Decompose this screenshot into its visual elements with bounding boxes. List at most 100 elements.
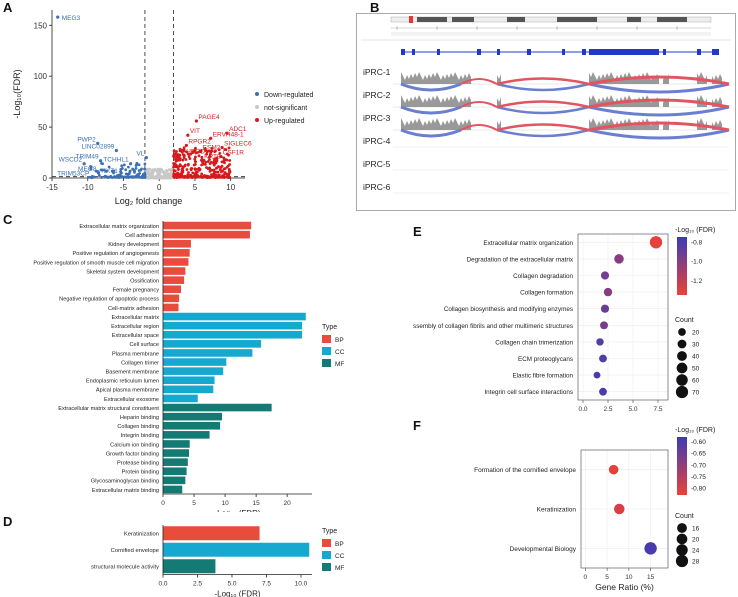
category-label: Collagen degradation [513, 273, 573, 280]
track-label-iprc-5: iPRC-5 [363, 159, 391, 169]
volcano-point-up [187, 171, 190, 174]
gene-label: PWP2 [77, 136, 96, 143]
volcano-point-down [97, 174, 101, 177]
sashimi-arc-blue [588, 105, 730, 117]
volcano-point-up [208, 149, 212, 153]
bar [163, 412, 222, 421]
category-label: ECM proteoglycans [518, 356, 573, 363]
x-tick-label: 2.5 [603, 406, 612, 413]
gene-label: MEG3 [62, 15, 81, 22]
category-label: Female pregnancy [113, 288, 160, 294]
size-legend-label: 30 [692, 342, 700, 349]
x-tick-label: 5.0 [628, 406, 637, 413]
dot [644, 542, 657, 555]
volcano-point-up [185, 150, 188, 154]
ideogram-marker [409, 16, 413, 23]
volcano-point-down [87, 175, 90, 179]
volcano-point-up [213, 150, 217, 154]
x-tick-label: 5.0 [227, 581, 236, 588]
volcano-point-up [224, 148, 228, 151]
volcano-point-down [137, 169, 141, 172]
size-legend-dot [675, 385, 689, 399]
chromosome-ideogram [390, 16, 712, 23]
category-label: Skeletal system development [86, 269, 159, 275]
genome-browser-panel: iPRC-1 iPRC-2 iPRC-3 iPRC-4 iPRC-5 iPRC-… [356, 13, 736, 211]
volcano-point-up [194, 173, 198, 177]
volcano-point-down [105, 169, 108, 173]
bar [163, 249, 190, 257]
volcano-point-up [194, 155, 197, 159]
gene-label: KRT9 [204, 154, 221, 161]
gene-exon [562, 49, 565, 55]
color-tick-label: -1.0 [691, 259, 703, 266]
track-label-iprc-2: iPRC-2 [363, 90, 391, 100]
volcano-point-up [205, 175, 209, 179]
volcano-point-down [112, 171, 115, 175]
labeled-gene-point [194, 119, 198, 123]
legend-label: MF [335, 361, 344, 368]
volcano-point-down [126, 165, 130, 169]
bar [163, 385, 214, 394]
legend-label: not-significant [264, 105, 307, 112]
ideogram-band [452, 17, 474, 22]
genome-browser-tracks [361, 16, 731, 194]
volcano-point-up [212, 168, 216, 172]
coverage-histogram [401, 118, 461, 130]
volcano-point-up [173, 162, 177, 166]
volcano-point-down [131, 167, 134, 171]
track-label-iprc-4: iPRC-4 [363, 136, 391, 146]
coverage-histogram [663, 74, 669, 84]
volcano-point-up [207, 155, 211, 159]
volcano-point-down [134, 166, 138, 170]
bar [163, 276, 185, 284]
volcano-point-up [204, 160, 208, 164]
y-tick-label: 0 [43, 174, 48, 183]
category-label: Protease binding [117, 460, 159, 466]
volcano-point-down [136, 173, 140, 176]
dot [600, 304, 610, 313]
category-label: Positive regulation of angiogenesis [73, 251, 160, 257]
plot-frame [577, 233, 669, 401]
volcano-point-down [120, 164, 124, 168]
gene-label: RPGR2 [188, 138, 211, 145]
bar [163, 303, 179, 312]
category-label: Cell surface [129, 342, 159, 348]
bar [163, 542, 310, 557]
size-legend-dot [676, 374, 688, 386]
color-tick-label: -0.65 [691, 451, 706, 458]
volcano-point-up [173, 152, 177, 156]
bar [163, 394, 198, 403]
volcano-point-up [204, 149, 208, 152]
labeled-gene-point [182, 154, 186, 158]
volcano-point-up [223, 161, 226, 165]
panel-letter-f: F [413, 418, 421, 433]
gene-exon [582, 49, 586, 55]
volcano-point-up [194, 146, 197, 150]
category-label: Cell adhesion [125, 233, 159, 239]
color-tick-label: -0.80 [691, 486, 706, 493]
category-label: Extracellular region [111, 324, 159, 330]
legend-label: CC [335, 553, 345, 560]
dot [608, 464, 619, 475]
color-tick-label: -0.70 [691, 462, 706, 469]
legend-label: CC [335, 349, 345, 356]
volcano-point-up [182, 165, 185, 169]
size-legend-title: Count [675, 513, 694, 520]
gene-exon [437, 49, 440, 55]
bar [163, 340, 262, 348]
category-label: Negative regulation of apoptotic process [59, 297, 159, 303]
volcano-point-down [117, 175, 121, 179]
volcano-point-ns [166, 173, 170, 177]
volcano-point-ns [157, 176, 161, 179]
volcano-point-up [172, 149, 176, 153]
volcano-point-down [143, 167, 146, 171]
volcano-point-ns [147, 172, 151, 176]
volcano-point-up [220, 160, 224, 164]
volcano-point-up [200, 172, 204, 176]
volcano-point-up [192, 163, 196, 167]
bar [163, 376, 215, 385]
bar [163, 294, 180, 303]
bar [163, 358, 227, 366]
sashimi-arc-blue [496, 128, 590, 138]
dot [600, 321, 608, 330]
